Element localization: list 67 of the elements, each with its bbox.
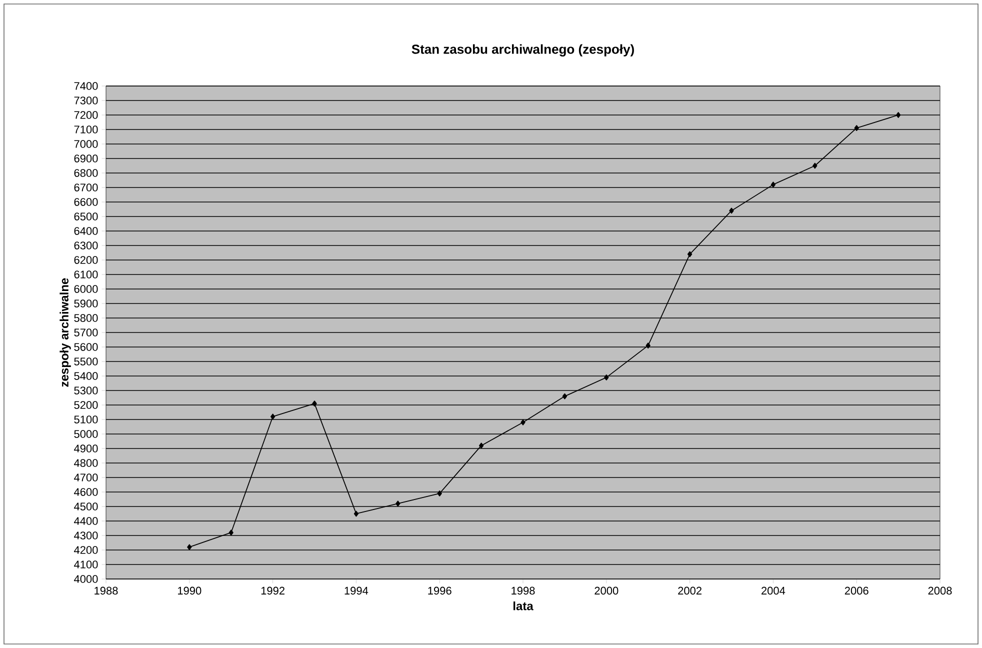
point — [520, 419, 526, 426]
x-tick-label: 1988 — [94, 586, 118, 595]
y-tick-label: 4700 — [74, 474, 98, 482]
y-tick-label: 7100 — [74, 126, 98, 134]
point — [896, 112, 901, 118]
y-tick-label: 6400 — [74, 227, 98, 235]
point — [646, 342, 650, 348]
x-tick-label: 1990 — [178, 586, 202, 595]
chart-title: Stan zasobu archiwalnego (zespoły) — [412, 44, 634, 56]
x-tick-label: 1998 — [512, 586, 535, 595]
y-tick-label: 7200 — [74, 111, 98, 119]
point — [812, 162, 818, 169]
y-tick-label: 6200 — [74, 256, 98, 264]
y-tick-label: 7300 — [74, 96, 98, 104]
x-tick-label: 2000 — [594, 586, 618, 595]
x-tick-label: 2006 — [844, 586, 868, 595]
x-tick-label: 2008 — [928, 586, 952, 595]
y-tick-label: 4500 — [74, 502, 98, 510]
y-tick-label: 5300 — [74, 386, 98, 394]
x-tick-label: 2004 — [762, 586, 786, 595]
y-tick-label: 4400 — [74, 517, 98, 525]
point — [228, 530, 234, 536]
point — [354, 510, 359, 517]
y-tick-label: 6800 — [74, 169, 98, 177]
point — [312, 400, 317, 406]
y-tick-label: 4600 — [74, 488, 98, 496]
point — [270, 414, 276, 420]
y-tick-label: 4100 — [74, 560, 98, 568]
y-tick-label: 5200 — [74, 401, 98, 409]
point — [729, 208, 734, 214]
y-tick-label: 4900 — [74, 444, 98, 452]
y-tick-label: 6500 — [74, 212, 98, 220]
y-tick-label: 4800 — [74, 459, 98, 467]
y-tick-label: 5700 — [74, 328, 98, 336]
point — [562, 393, 568, 400]
y-tick-label: 5400 — [74, 372, 98, 380]
x-tick-label: 2002 — [678, 586, 702, 595]
y-tick-label: 6300 — [74, 242, 98, 250]
y-tick-label: 5800 — [74, 314, 98, 322]
y-tick-label: 7000 — [74, 140, 98, 148]
y-tick-label: 4000 — [74, 575, 98, 583]
y-tick-label: 5600 — [74, 343, 98, 351]
point — [604, 374, 609, 380]
point — [854, 125, 859, 131]
y-tick-label: 6100 — [74, 270, 98, 278]
point — [437, 490, 442, 496]
y-tick-label: 6900 — [74, 154, 98, 162]
y-tick-label: 5900 — [74, 300, 98, 308]
y-tick-label: 5000 — [74, 430, 98, 438]
y-tick-label: 6000 — [74, 285, 98, 293]
x-axis-title: lata — [514, 601, 534, 610]
point — [687, 251, 692, 258]
y-tick-label: 5500 — [74, 358, 98, 366]
y-axis-title: zespoły archiwalne — [60, 278, 71, 387]
x-tick-label: 1992 — [261, 586, 284, 595]
point — [187, 544, 192, 550]
x-tick-label: 1994 — [344, 586, 368, 595]
x-tick-label: 1996 — [428, 586, 452, 595]
y-tick-label: 6600 — [74, 198, 98, 206]
y-tick-label: 5100 — [74, 416, 98, 424]
y-tick-label: 4200 — [74, 546, 98, 554]
y-tick-label: 4300 — [74, 532, 98, 540]
point — [478, 442, 484, 449]
y-tick-label: 6700 — [74, 184, 98, 192]
y-tick-label: 7400 — [74, 82, 98, 90]
point — [770, 182, 776, 188]
point — [396, 500, 400, 507]
